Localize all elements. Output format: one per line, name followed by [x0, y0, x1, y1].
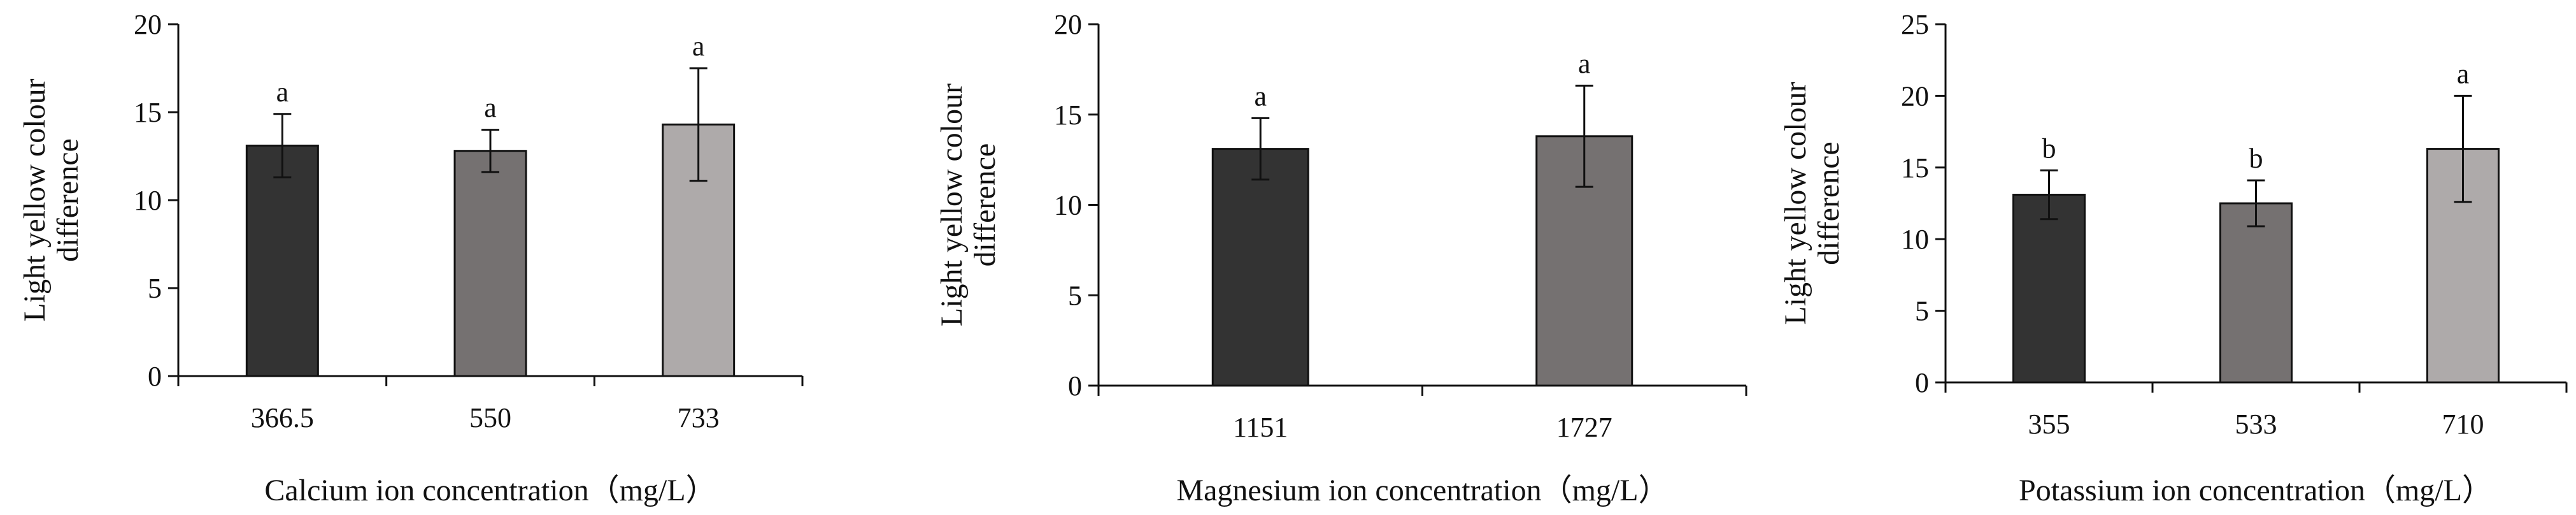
- y-tick-label: 5: [148, 273, 162, 304]
- y-tick-label: 20: [134, 9, 162, 40]
- y-tick-label: 10: [1901, 224, 1929, 255]
- y-axis-title-line1: Light yellow colour: [1779, 82, 1812, 324]
- y-tick-label: 0: [1915, 367, 1929, 398]
- y-tick-label: 0: [148, 361, 162, 392]
- y-tick-label: 25: [1901, 9, 1929, 40]
- x-tick-label: 355: [2028, 409, 2070, 440]
- y-tick-label: 10: [134, 185, 162, 216]
- x-tick-label: 366.5: [251, 402, 314, 433]
- x-tick-label: 710: [2442, 409, 2484, 440]
- bar-potassium-533: [2219, 202, 2293, 384]
- significance-letter: a: [484, 92, 497, 124]
- y-axis-title-line2: difference: [51, 138, 85, 262]
- potassium-chart: 0 5 10 15 20 25 b 355 b 533 a 710 Potassium ion conc…: [1779, 9, 2568, 507]
- significance-letter: a: [1578, 48, 1591, 79]
- bar-calcium-550: [453, 150, 527, 377]
- x-tick-label: 733: [678, 402, 720, 433]
- significance-letter: b: [2249, 143, 2263, 174]
- x-tick-label: 550: [469, 402, 511, 433]
- y-tick-label: 5: [1068, 280, 1082, 311]
- bar-calcium-366.5: [245, 144, 319, 377]
- significance-letter: a: [2457, 58, 2470, 89]
- y-tick-label: 5: [1915, 296, 1929, 327]
- x-axis-title: Potassium ion concentration（mg/L）: [2019, 474, 2493, 507]
- significance-letter: a: [276, 76, 289, 108]
- x-tick-label: 533: [2235, 409, 2277, 440]
- bar-magnesium-1151: [1211, 148, 1309, 387]
- y-tick-label: 20: [1054, 9, 1082, 40]
- magnesium-chart: 0 5 10 15 20 a 1151 a 1727 Magnesium ion concentr…: [935, 9, 1747, 507]
- y-tick-label: 20: [1901, 80, 1929, 112]
- significance-letter: a: [1254, 80, 1267, 112]
- x-tick-label: 1151: [1233, 412, 1288, 443]
- x-axis-title: Calcium ion concentration（mg/L）: [264, 474, 716, 507]
- significance-letter: b: [2042, 133, 2056, 164]
- y-axis-title-line1: Light yellow colour: [935, 83, 969, 326]
- bar-potassium-355: [2012, 194, 2086, 384]
- y-tick-label: 15: [134, 97, 162, 128]
- y-tick-label: 10: [1054, 190, 1082, 221]
- y-axis-title-line2: difference: [968, 143, 1002, 267]
- x-tick-label: 1727: [1556, 412, 1612, 443]
- y-tick-label: 15: [1054, 99, 1082, 131]
- calcium-chart: 0 5 10 15 20 a 366.5 a 550 a 733 Calcium ion concen…: [18, 9, 804, 507]
- y-axis-title-line1: Light yellow colour: [18, 78, 52, 321]
- y-axis-title-line2: difference: [1812, 141, 1846, 265]
- y-tick-label: 0: [1068, 370, 1082, 402]
- x-axis-title: Magnesium ion concentration（mg/L）: [1176, 474, 1669, 507]
- bar-magnesium-1727: [1535, 135, 1633, 387]
- y-tick-label: 15: [1901, 152, 1929, 184]
- significance-letter: a: [692, 31, 705, 62]
